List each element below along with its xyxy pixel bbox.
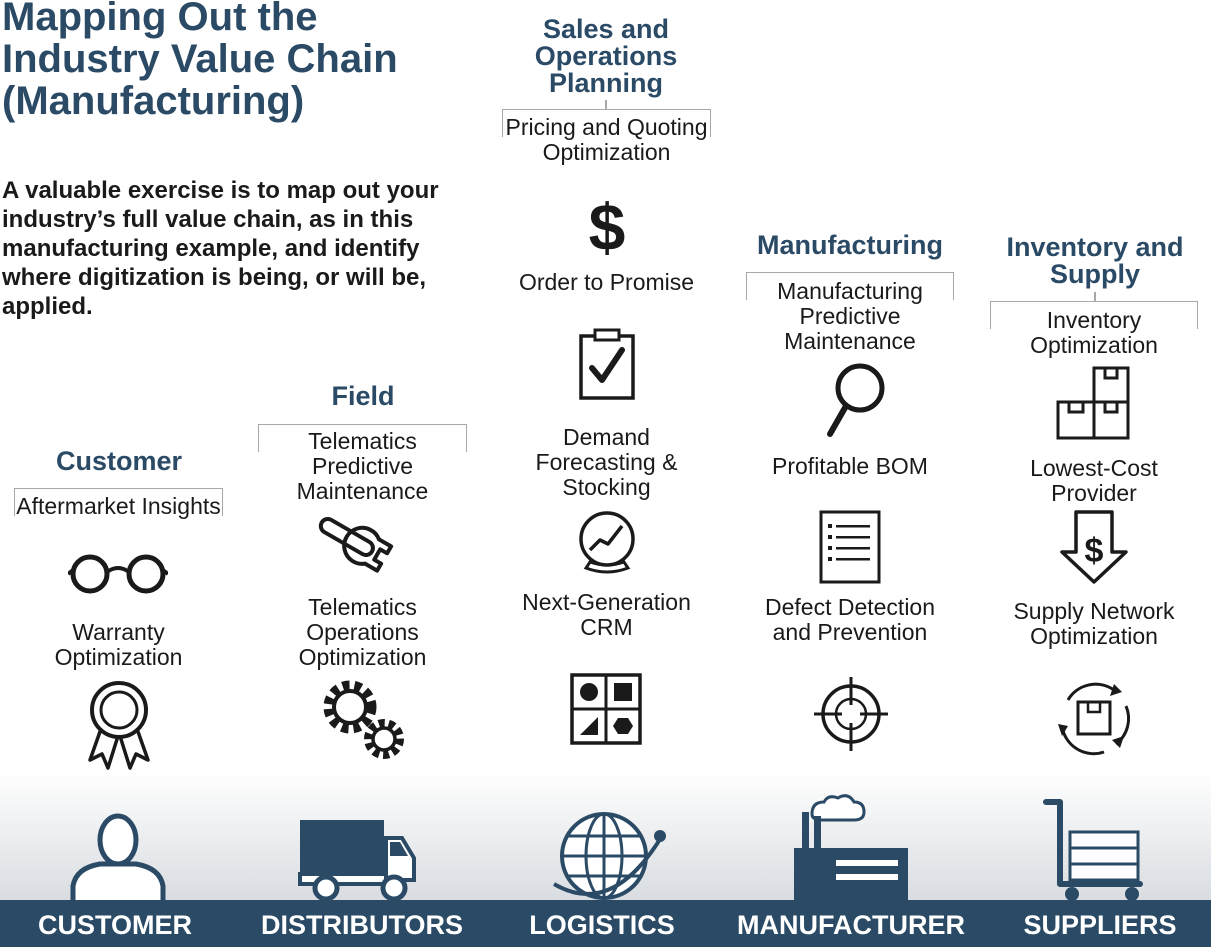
clipboard-check-icon bbox=[579, 328, 635, 400]
bracket-inventory-supply bbox=[990, 301, 1198, 329]
column-heading-sop: Sales and Operations Planning bbox=[534, 14, 678, 98]
factory-icon bbox=[794, 794, 908, 902]
bracket-tick-inventory bbox=[1094, 292, 1096, 302]
award-ribbon-icon bbox=[88, 681, 150, 770]
label-telematics-operations-optimization: Telematics Operations Optimization bbox=[298, 594, 427, 670]
label-pricing-quoting-optimization: Pricing and Quoting Optimization bbox=[505, 114, 708, 165]
label-manufacturing-predictive-maintenance: Manufacturing Predictive Maintenance bbox=[777, 278, 923, 354]
label-next-generation-crm: Next-Generation CRM bbox=[522, 589, 691, 640]
footer-label-customer: CUSTOMER bbox=[37, 910, 192, 940]
gears-icon bbox=[323, 680, 404, 759]
label-supply-network-optimization: Supply Network Optimization bbox=[1013, 598, 1175, 649]
label-defect-detection-prevention: Defect Detection and Prevention bbox=[764, 594, 936, 645]
list-document-icon bbox=[819, 510, 881, 584]
shapes-grid-icon bbox=[570, 673, 642, 745]
bracket-tick-sop bbox=[605, 100, 607, 110]
column-heading-inventory-supply: Inventory and Supply bbox=[1006, 232, 1184, 289]
bracket-customer bbox=[14, 488, 223, 516]
magnifier-icon bbox=[827, 363, 885, 437]
person-icon bbox=[70, 813, 166, 902]
column-heading-customer: Customer bbox=[55, 446, 183, 476]
wrench-icon bbox=[318, 517, 394, 573]
label-lowest-cost-provider: Lowest-Cost Provider bbox=[1030, 455, 1158, 506]
glasses-icon bbox=[68, 554, 168, 594]
page-title: Mapping Out the Industry Value Chain (Ma… bbox=[2, 0, 398, 123]
down-arrow-dollar-icon: $ bbox=[1060, 510, 1128, 584]
label-order-to-promise: Order to Promise bbox=[518, 269, 695, 295]
svg-text:$: $ bbox=[589, 196, 626, 258]
crystal-ball-icon bbox=[579, 511, 635, 574]
cycle-box-icon bbox=[1058, 682, 1131, 756]
column-heading-manufacturing: Manufacturing bbox=[757, 230, 943, 260]
footer-label-manufacturer: MANUFACTURER bbox=[737, 910, 965, 940]
label-warranty-optimization: Warranty Optimization bbox=[54, 619, 183, 670]
hand-truck-icon bbox=[1043, 799, 1143, 901]
dollar-icon: $ bbox=[589, 196, 626, 258]
column-heading-field: Field bbox=[331, 381, 395, 411]
footer-label-logistics: LOGISTICS bbox=[529, 910, 675, 940]
label-demand-forecasting-stocking: Demand Forecasting & Stocking bbox=[535, 424, 678, 500]
crosshair-icon bbox=[814, 677, 888, 751]
footer-label-distributors: DISTRIBUTORS bbox=[260, 910, 463, 940]
label-inventory-optimization: Inventory Optimization bbox=[1030, 307, 1158, 358]
footer-label-suppliers: SUPPLIERS bbox=[1023, 910, 1177, 940]
bracket-sop bbox=[502, 109, 711, 137]
globe-icon bbox=[552, 812, 666, 900]
intro-text: A valuable exercise is to map out your i… bbox=[2, 177, 439, 320]
bracket-manufacturing bbox=[746, 272, 954, 300]
label-profitable-bom: Profitable BOM bbox=[772, 453, 928, 479]
label-telematics-predictive-maintenance: Telematics Predictive Maintenance bbox=[296, 428, 429, 504]
footer-bar bbox=[0, 900, 1211, 947]
svg-text:$: $ bbox=[1085, 532, 1104, 570]
label-aftermarket-insights: Aftermarket Insights bbox=[16, 493, 221, 519]
boxes-icon bbox=[1056, 366, 1130, 440]
bracket-field bbox=[258, 424, 467, 452]
truck-icon bbox=[298, 820, 416, 902]
